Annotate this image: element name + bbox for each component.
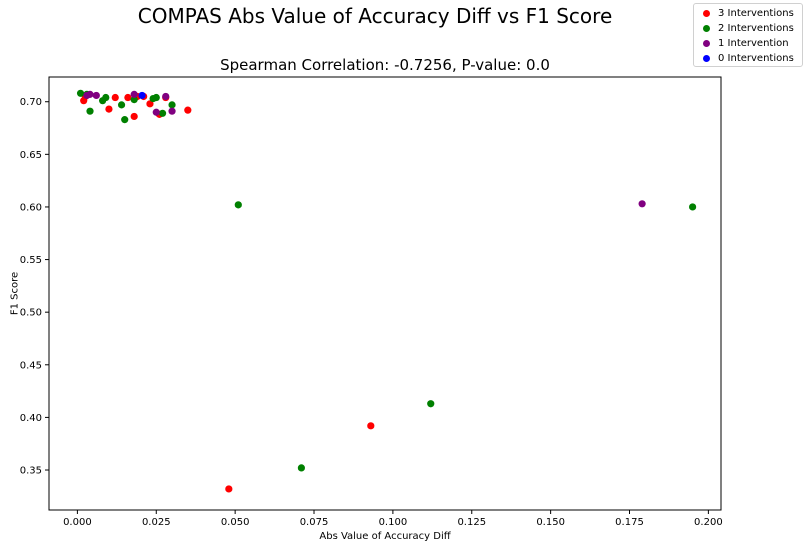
legend-marker-icon	[703, 40, 710, 47]
legend-label: 1 Intervention	[718, 38, 789, 49]
y-tick-label: 0.50	[20, 308, 42, 319]
x-tick-label: 0.175	[615, 517, 644, 528]
data-point	[689, 203, 697, 211]
chart-subtitle: Spearman Correlation: -0.7256, P-value: …	[220, 56, 550, 74]
y-tick-label: 0.40	[20, 413, 42, 424]
data-point	[111, 93, 119, 102]
x-tick-label: 0.125	[457, 517, 486, 528]
data-point	[86, 90, 94, 98]
y-tick-label: 0.35	[20, 466, 42, 477]
data-point	[638, 200, 646, 208]
y-tick-label: 0.65	[20, 150, 42, 161]
data-point	[427, 400, 435, 408]
y-axis: 0.35 0.40 0.45 0.50 0.55 0.60 0.65 0.70	[20, 97, 49, 477]
x-tick-label: 0.100	[379, 517, 408, 528]
legend-label: 2 Interventions	[718, 23, 794, 34]
legend-label: 0 Interventions	[718, 53, 794, 64]
x-tick-label: 0.200	[694, 517, 723, 528]
data-point	[158, 109, 167, 117]
x-tick-label: 0.150	[536, 517, 565, 528]
data-point	[76, 89, 85, 97]
data-point	[367, 422, 375, 430]
data-point	[152, 108, 160, 116]
data-points	[76, 89, 697, 493]
legend-marker-icon	[703, 55, 710, 62]
legend-item-2-interventions: 2 Interventions	[698, 21, 798, 36]
data-point	[168, 107, 176, 115]
legend: 3 Interventions 2 Interventions 1 Interv…	[693, 3, 803, 67]
data-point	[124, 93, 132, 102]
legend-item-0-interventions: 0 Interventions	[698, 51, 798, 66]
y-tick-label: 0.70	[20, 97, 42, 108]
x-axis-label: Abs Value of Accuracy Diff	[319, 531, 451, 542]
data-point	[102, 93, 110, 102]
data-point	[184, 106, 192, 114]
x-axis: 0.000 0.025 0.050 0.075 0.100 0.125 0.150 0.175…	[63, 510, 723, 528]
y-tick-label: 0.60	[20, 202, 42, 213]
y-tick-label: 0.55	[20, 255, 42, 266]
data-point	[297, 464, 305, 472]
data-point	[146, 100, 154, 108]
data-point	[86, 107, 94, 115]
y-tick-label: 0.45	[20, 360, 42, 371]
data-point	[234, 201, 242, 209]
legend-label: 3 Interventions	[718, 8, 794, 19]
x-tick-label: 0.075	[300, 517, 329, 528]
data-point	[117, 101, 126, 109]
data-point	[138, 91, 146, 100]
data-point	[162, 92, 170, 101]
data-point	[152, 93, 160, 102]
data-point	[130, 96, 138, 104]
data-point	[121, 116, 129, 124]
data-point	[168, 101, 176, 109]
x-tick-label: 0.050	[221, 517, 250, 528]
legend-marker-icon	[703, 10, 710, 17]
figure-title: COMPAS Abs Value of Accuracy Diff vs F1 …	[137, 4, 613, 28]
plot-area-frame	[48, 76, 722, 511]
data-point	[225, 485, 233, 493]
legend-marker-icon	[703, 25, 710, 32]
data-point	[130, 112, 138, 121]
legend-item-3-interventions: 3 Interventions	[698, 6, 798, 21]
data-point	[92, 91, 100, 100]
data-point	[130, 90, 138, 98]
x-tick-label: 0.000	[63, 517, 92, 528]
x-tick-label: 0.025	[142, 517, 171, 528]
legend-item-1-intervention: 1 Intervention	[698, 36, 798, 51]
data-point	[105, 105, 113, 113]
y-axis-label: F1 Score	[9, 271, 21, 316]
